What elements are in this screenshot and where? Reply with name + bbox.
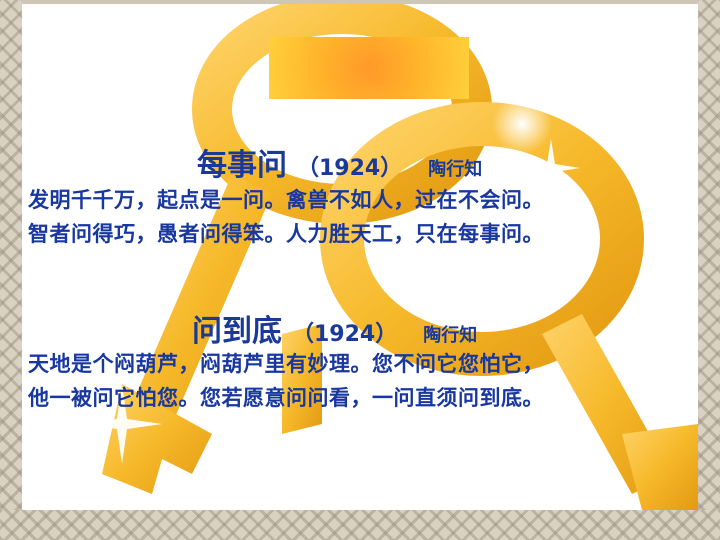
poem-author: 陶行知 — [423, 325, 478, 346]
title-box — [269, 37, 469, 99]
key-shaft-center — [282, 324, 322, 434]
poem-title: 问到底 — [192, 314, 282, 349]
key-bit-left — [102, 384, 212, 494]
border-top — [0, 0, 720, 4]
poem-line: 天地是个闷葫芦，闷葫芦里有妙理。您不问它您怕它， — [28, 352, 544, 376]
poem-year: （1924） — [297, 156, 403, 181]
poem-author: 陶行知 — [428, 159, 483, 180]
sparkle-left — [82, 384, 162, 464]
poem-title-row-2: 问到底 （1924） 陶行知 — [192, 306, 477, 350]
poem-line: 发明千千万，起点是一问。禽兽不如人，过在不会问。 — [28, 188, 544, 212]
poem-line: 智者问得巧，愚者问得笨。人力胜天工，只在每事问。 — [28, 222, 544, 246]
poem-line: 他一被问它怕您。您若愿意问问看，一问直须问到底。 — [28, 386, 544, 410]
key-shaft-left — [132, 174, 272, 424]
key-ring-right — [320, 102, 644, 376]
border-bottom — [0, 510, 720, 540]
poem-year: （1924） — [292, 322, 398, 347]
sparkle-right — [522, 139, 580, 197]
border-right — [698, 0, 720, 540]
key-bit-right — [622, 424, 698, 510]
poem-title: 每事问 — [197, 148, 287, 183]
slide-content: 每事问 （1924） 陶行知 发明千千万，起点是一问。禽兽不如人，过在不会问。 智者… — [22, 4, 698, 510]
golden-keys-illustration — [82, 4, 698, 510]
poem-title-row-1: 每事问 （1924） 陶行知 — [197, 140, 482, 184]
border-left — [0, 0, 22, 540]
